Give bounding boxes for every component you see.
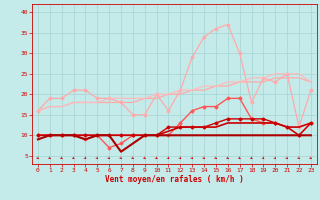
X-axis label: Vent moyen/en rafales ( km/h ): Vent moyen/en rafales ( km/h )	[105, 175, 244, 184]
